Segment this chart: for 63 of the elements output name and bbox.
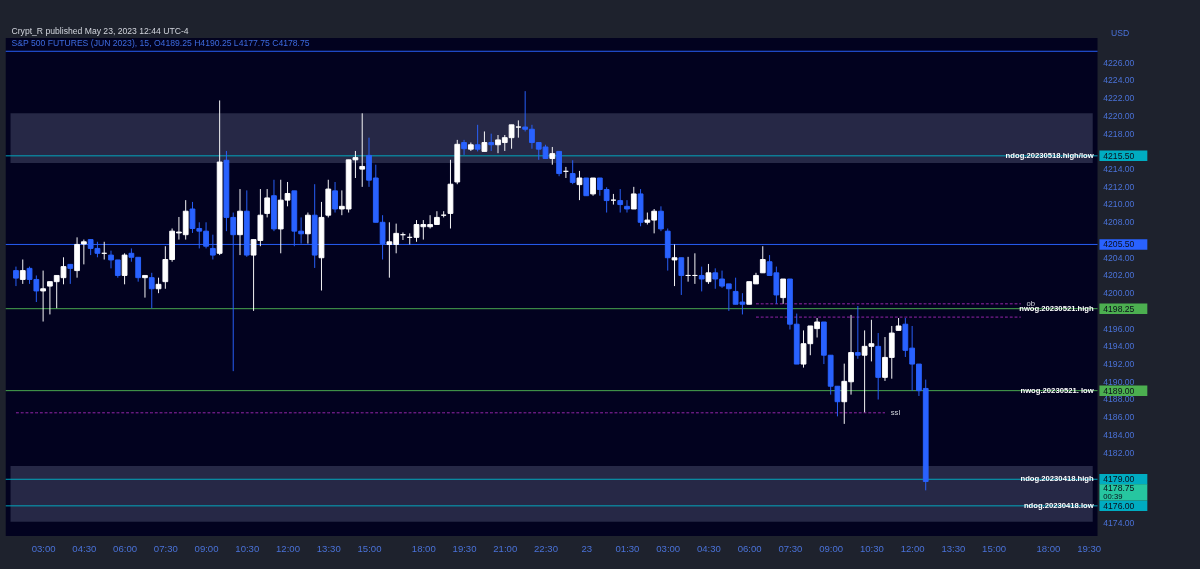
x-tick-label: 13:30: [941, 542, 966, 554]
y-tick-label: 4192.00: [1103, 358, 1135, 369]
y-tick-label: 4186.00: [1103, 412, 1135, 423]
x-tick-label: 19:30: [1077, 542, 1102, 554]
x-tick-label: 09:00: [819, 542, 844, 554]
x-tick-label: 15:00: [982, 542, 1007, 554]
x-tick-label: 04:30: [72, 542, 97, 554]
y-tick-label: 4202.00: [1103, 270, 1135, 281]
y-tick-label: 4176.00: [1103, 500, 1135, 511]
x-tick-label: 12:00: [900, 542, 925, 554]
y-tick-label: 4224.00: [1103, 75, 1135, 86]
x-tick-label: 04:30: [696, 542, 721, 554]
series-label: ssl: [890, 407, 901, 417]
x-tick-label: 07:30: [778, 542, 803, 554]
series-label: ob: [1026, 298, 1036, 308]
y-tick-label: 4196.00: [1103, 323, 1135, 334]
y-tick-label: 4215.50: [1103, 150, 1135, 161]
x-tick-label: 18:00: [411, 542, 436, 554]
y-tick-label: 4208.00: [1103, 217, 1135, 228]
text: Crypt_R published May 23, 2023 12:44 UTC-4: [11, 26, 189, 37]
y-tick-label: 4222.00: [1103, 93, 1135, 104]
x-tick-label: 21:00: [493, 542, 518, 554]
ref-line-label: ndog.20230418.low: [1023, 500, 1094, 510]
y-tick-label: 4190.00: [1103, 376, 1135, 387]
y-tick-label: 4212.00: [1103, 181, 1135, 192]
x-tick-label: 23: [581, 542, 593, 554]
x-tick-label: 03:00: [656, 542, 681, 554]
y-tick-label: 4174.00: [1103, 518, 1135, 529]
y-tick-label: 4214.00: [1103, 164, 1135, 174]
x-tick-label: 10:30: [859, 542, 884, 554]
x-tick-label: 01:30: [615, 542, 640, 554]
x-tick-label: 06:00: [113, 542, 138, 554]
text: 4178.75: [1103, 482, 1135, 493]
ref-line-label: ndog.20230418.high: [1020, 474, 1095, 484]
y-tick-label: 4205.50: [1103, 239, 1135, 250]
x-tick-label: 07:30: [153, 542, 178, 554]
x-tick-label: 10:30: [235, 542, 260, 554]
x-tick-label: 09:00: [194, 542, 219, 554]
y-tick-label: 4226.00: [1103, 57, 1135, 68]
y-tick-label: 4189.00: [1103, 385, 1135, 396]
x-tick-label: 13:30: [316, 542, 341, 554]
x-tick-label: 15:00: [357, 542, 382, 554]
y-tick-label: 4194.00: [1103, 341, 1135, 352]
x-tick-label: 12:00: [276, 542, 300, 554]
x-tick-label: 22:30: [534, 542, 558, 554]
annotation: S&P 500 FUTURES (JUN 2023), 15, O4189.25 H4190.25 L4177.75 C4178.75: [11, 37, 310, 48]
x-tick-label: 19:30: [452, 542, 477, 554]
y-tick-label: 4188.00: [1103, 394, 1135, 405]
y-tick-label: 4220.00: [1103, 110, 1135, 121]
text: USD: [1110, 28, 1130, 39]
text: 00:39: [1103, 491, 1123, 501]
y-tick-label: 4179.00: [1103, 474, 1135, 485]
y-tick-label: 4210.00: [1103, 199, 1135, 210]
x-tick-label: 06:00: [737, 542, 762, 554]
y-tick-label: 4204.00: [1103, 252, 1135, 263]
x-tick-label: 03:00: [31, 542, 56, 554]
y-tick-label: 4184.00: [1103, 429, 1135, 440]
x-tick-label: 18:00: [1036, 542, 1061, 554]
y-tick-label: 4218.00: [1103, 128, 1135, 139]
y-tick-label: 4200.00: [1103, 288, 1135, 299]
y-tick-label: 4182.00: [1103, 447, 1135, 458]
ref-line-label: ndog.20230518.high/low: [1005, 150, 1094, 160]
y-tick-label: 4198.25: [1103, 303, 1135, 314]
